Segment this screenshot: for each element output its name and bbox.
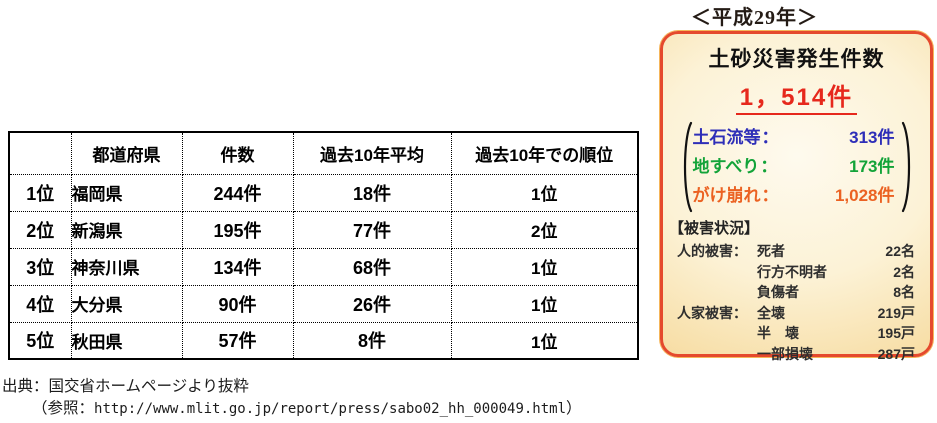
total-incidents-value: 1，514件	[735, 77, 858, 115]
damage-category: 人家被害：	[677, 304, 747, 321]
table-row: 1位 福岡県 244件 18件 1位	[8, 173, 639, 212]
damage-item: 死者	[757, 243, 785, 259]
damage-status-heading: 【被害状況】	[669, 220, 760, 237]
table-row: 5位 秋田県 57件 8件 1位	[8, 321, 639, 360]
damage-value: 8名	[893, 284, 915, 300]
rank-label: 2位	[8, 210, 72, 249]
damage-value: 22名	[885, 243, 915, 259]
prefecture-name: 福岡県	[70, 173, 183, 212]
10yr-average: 8件	[292, 321, 452, 360]
prefecture-ranking-table: 都道府県 件数 過去10年平均 過去10年での順位 1位 福岡県 244件 18…	[8, 131, 639, 360]
damage-item: 負傷者	[757, 284, 799, 300]
damage-category	[677, 262, 757, 283]
damage-item: 全壊	[757, 304, 785, 321]
10yr-rank: 1位	[450, 321, 639, 360]
header-10yr-average: 過去10年平均	[292, 131, 452, 175]
breakdown-cliff-failure: がけ崩れ： 1,028件	[692, 186, 895, 206]
damage-category	[677, 282, 757, 303]
damage-item: 一部損壊	[757, 345, 813, 362]
source-ref-suffix: ）	[566, 400, 582, 417]
breakdown-debris-flow: 土石流等： 313件	[692, 127, 895, 147]
10yr-average: 77件	[292, 210, 452, 249]
damage-category	[677, 323, 757, 344]
rank-label: 5位	[8, 321, 72, 360]
damage-status-list: 人的被害： 死者 22名 行方不明者 2名 負傷者 8名 人家被害： 全壊 21…	[677, 241, 930, 364]
header-prefecture: 都道府県	[70, 131, 183, 175]
breakdown-group: 土石流等： 313件 地すべり： 173件 がけ崩れ： 1,028件	[663, 121, 930, 213]
source-line1: 出典：国交省ホームページより抜粋	[2, 378, 249, 395]
damage-value: 219戸	[877, 304, 915, 321]
incident-count: 195件	[181, 210, 294, 249]
header-rank	[8, 131, 72, 175]
10yr-average: 18件	[292, 173, 452, 212]
rank-label: 3位	[8, 247, 72, 286]
prefecture-name: 神奈川県	[70, 247, 183, 286]
table-row: 4位 大分県 90件 26件 1位	[8, 284, 639, 323]
right-parenthesis-bracket	[901, 121, 910, 213]
10yr-rank: 1位	[450, 284, 639, 323]
10yr-average: 68件	[292, 247, 452, 286]
breakdown-landslide: 地すべり： 173件	[692, 156, 895, 176]
prefecture-name: 新潟県	[70, 210, 183, 249]
table-header-row: 都道府県 件数 過去10年平均 過去10年での順位	[8, 131, 639, 175]
source-ref-prefix: （参照：	[32, 400, 95, 417]
10yr-average: 26件	[292, 284, 452, 323]
source-url: http://www.mlit.go.jp/report/press/sabo0…	[94, 401, 567, 417]
incident-count: 90件	[181, 284, 294, 323]
damage-category: 人的被害：	[677, 243, 747, 259]
10yr-rank: 2位	[450, 210, 639, 249]
10yr-rank: 1位	[450, 173, 639, 212]
incident-count: 244件	[181, 173, 294, 212]
10yr-rank: 1位	[450, 247, 639, 286]
prefecture-name: 秋田県	[70, 321, 183, 360]
rank-label: 1位	[8, 173, 72, 212]
damage-value: 195戸	[877, 325, 915, 341]
year-caption: ＜平成29年＞	[691, 7, 818, 29]
rank-label: 4位	[8, 284, 72, 323]
header-count: 件数	[181, 131, 294, 175]
table-row: 2位 新潟県 195件 77件 2位	[8, 210, 639, 249]
damage-item: 行方不明者	[757, 263, 827, 280]
damage-category	[677, 344, 757, 365]
prefecture-name: 大分県	[70, 284, 183, 323]
incident-count: 134件	[181, 247, 294, 286]
table-row: 3位 神奈川県 134件 68件 1位	[8, 247, 639, 286]
stats-box-title: 土砂災害発生件数	[708, 48, 885, 71]
damage-value: 287戸	[877, 345, 915, 362]
source-note: 出典：国交省ホームページより抜粋 （参照：http://www.mlit.go.…	[2, 376, 582, 420]
damage-item: 半 壊	[757, 325, 799, 341]
incident-count: 57件	[181, 321, 294, 360]
source-line2: （参照：http://www.mlit.go.jp/report/press/s…	[2, 398, 582, 420]
disaster-stats-box: 土砂災害発生件数 1，514件 土石流等： 313件 地すべり： 173件 がけ崩れ…	[660, 31, 933, 362]
damage-value: 2名	[893, 263, 915, 280]
left-parenthesis-bracket	[683, 121, 692, 213]
header-10yr-rank: 過去10年での順位	[450, 131, 639, 175]
